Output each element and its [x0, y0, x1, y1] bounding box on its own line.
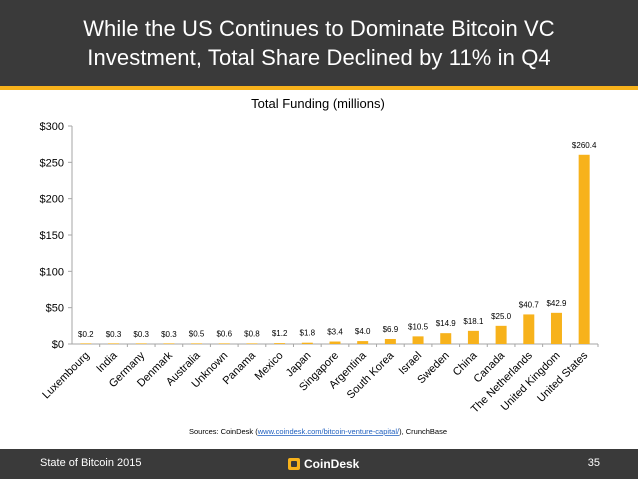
chart-title: Total Funding (millions): [251, 96, 385, 111]
bar-data-label: $0.5: [189, 330, 205, 339]
bar-data-label: $18.1: [463, 317, 484, 326]
y-tick-label: $250: [40, 157, 64, 169]
funding-bar-chart: Total Funding (millions) $0 $50 $100 $150 $20…: [40, 96, 599, 436]
bar: [191, 343, 203, 344]
coindesk-logo-icon: [288, 458, 300, 470]
y-tick-label: $0: [52, 339, 64, 351]
bar: [467, 330, 479, 344]
bar: [412, 336, 424, 344]
bar-data-label: $14.9: [436, 319, 457, 328]
slide-footer: State of Bitcoin 2015 CoinDesk 35: [0, 449, 638, 479]
y-tick-label: $150: [40, 230, 64, 242]
source-link[interactable]: www.coindesk.com/bitcoin-venture-capital…: [257, 427, 400, 436]
bar-data-label: $0.2: [78, 330, 94, 339]
bar: [246, 343, 258, 344]
bar: [108, 343, 120, 344]
bar: [80, 343, 92, 344]
bar: [550, 312, 562, 344]
bar-data-label: $0.3: [161, 330, 177, 339]
bar-data-label: $10.5: [408, 322, 429, 331]
bar-data-label: $0.8: [244, 329, 260, 338]
bar-data-label: $25.0: [491, 312, 512, 321]
page-number: 35: [587, 457, 600, 469]
bar-data-label: $42.9: [546, 299, 567, 308]
bar: [440, 333, 452, 344]
bar-data-label: $0.3: [106, 330, 122, 339]
header-accent-bar: [0, 86, 638, 90]
bar: [135, 343, 147, 344]
bar: [218, 343, 230, 344]
x-category-label: Mexico: [253, 350, 286, 383]
bar-data-label: $0.6: [216, 330, 232, 339]
footer-deck-title: State of Bitcoin 2015: [40, 457, 142, 469]
slide-header: While the US Continues to Dominate Bitco…: [0, 0, 638, 86]
y-tick-label: $200: [40, 194, 64, 206]
bar-data-label: $40.7: [519, 300, 540, 309]
y-tick-label: $50: [46, 303, 64, 315]
source-prefix: Sources: CoinDesk (: [189, 427, 258, 436]
bar-data-label: $4.0: [355, 327, 371, 336]
bar: [495, 325, 507, 344]
bar: [163, 343, 175, 344]
source-note: Sources: CoinDesk (www.coindesk.com/bitc…: [189, 427, 447, 436]
y-tick-label: $100: [40, 266, 64, 278]
bar: [329, 341, 341, 344]
bar-data-label: $1.2: [272, 329, 288, 338]
source-suffix: ), CrunchBase: [399, 427, 447, 436]
bar-data-label: $260.4: [572, 141, 597, 150]
bar-data-label: $6.9: [383, 325, 399, 334]
bar: [301, 342, 313, 344]
bar: [578, 154, 590, 344]
bar: [523, 314, 535, 344]
coindesk-logo-text: CoinDesk: [304, 457, 360, 471]
bar: [384, 338, 396, 344]
bar-data-label: $1.8: [300, 329, 316, 338]
bar: [357, 341, 369, 344]
y-tick-label: $300: [40, 121, 64, 133]
coindesk-logo: CoinDesk: [288, 455, 359, 473]
slide-title-line-2: Investment, Total Share Declined by 11% …: [87, 45, 551, 70]
slide-title-line-1: While the US Continues to Dominate Bitco…: [83, 16, 555, 41]
bar-data-label: $0.3: [133, 330, 149, 339]
bar: [274, 343, 286, 344]
bar-data-label: $3.4: [327, 328, 343, 337]
x-category-label: Luxembourg: [40, 350, 92, 402]
